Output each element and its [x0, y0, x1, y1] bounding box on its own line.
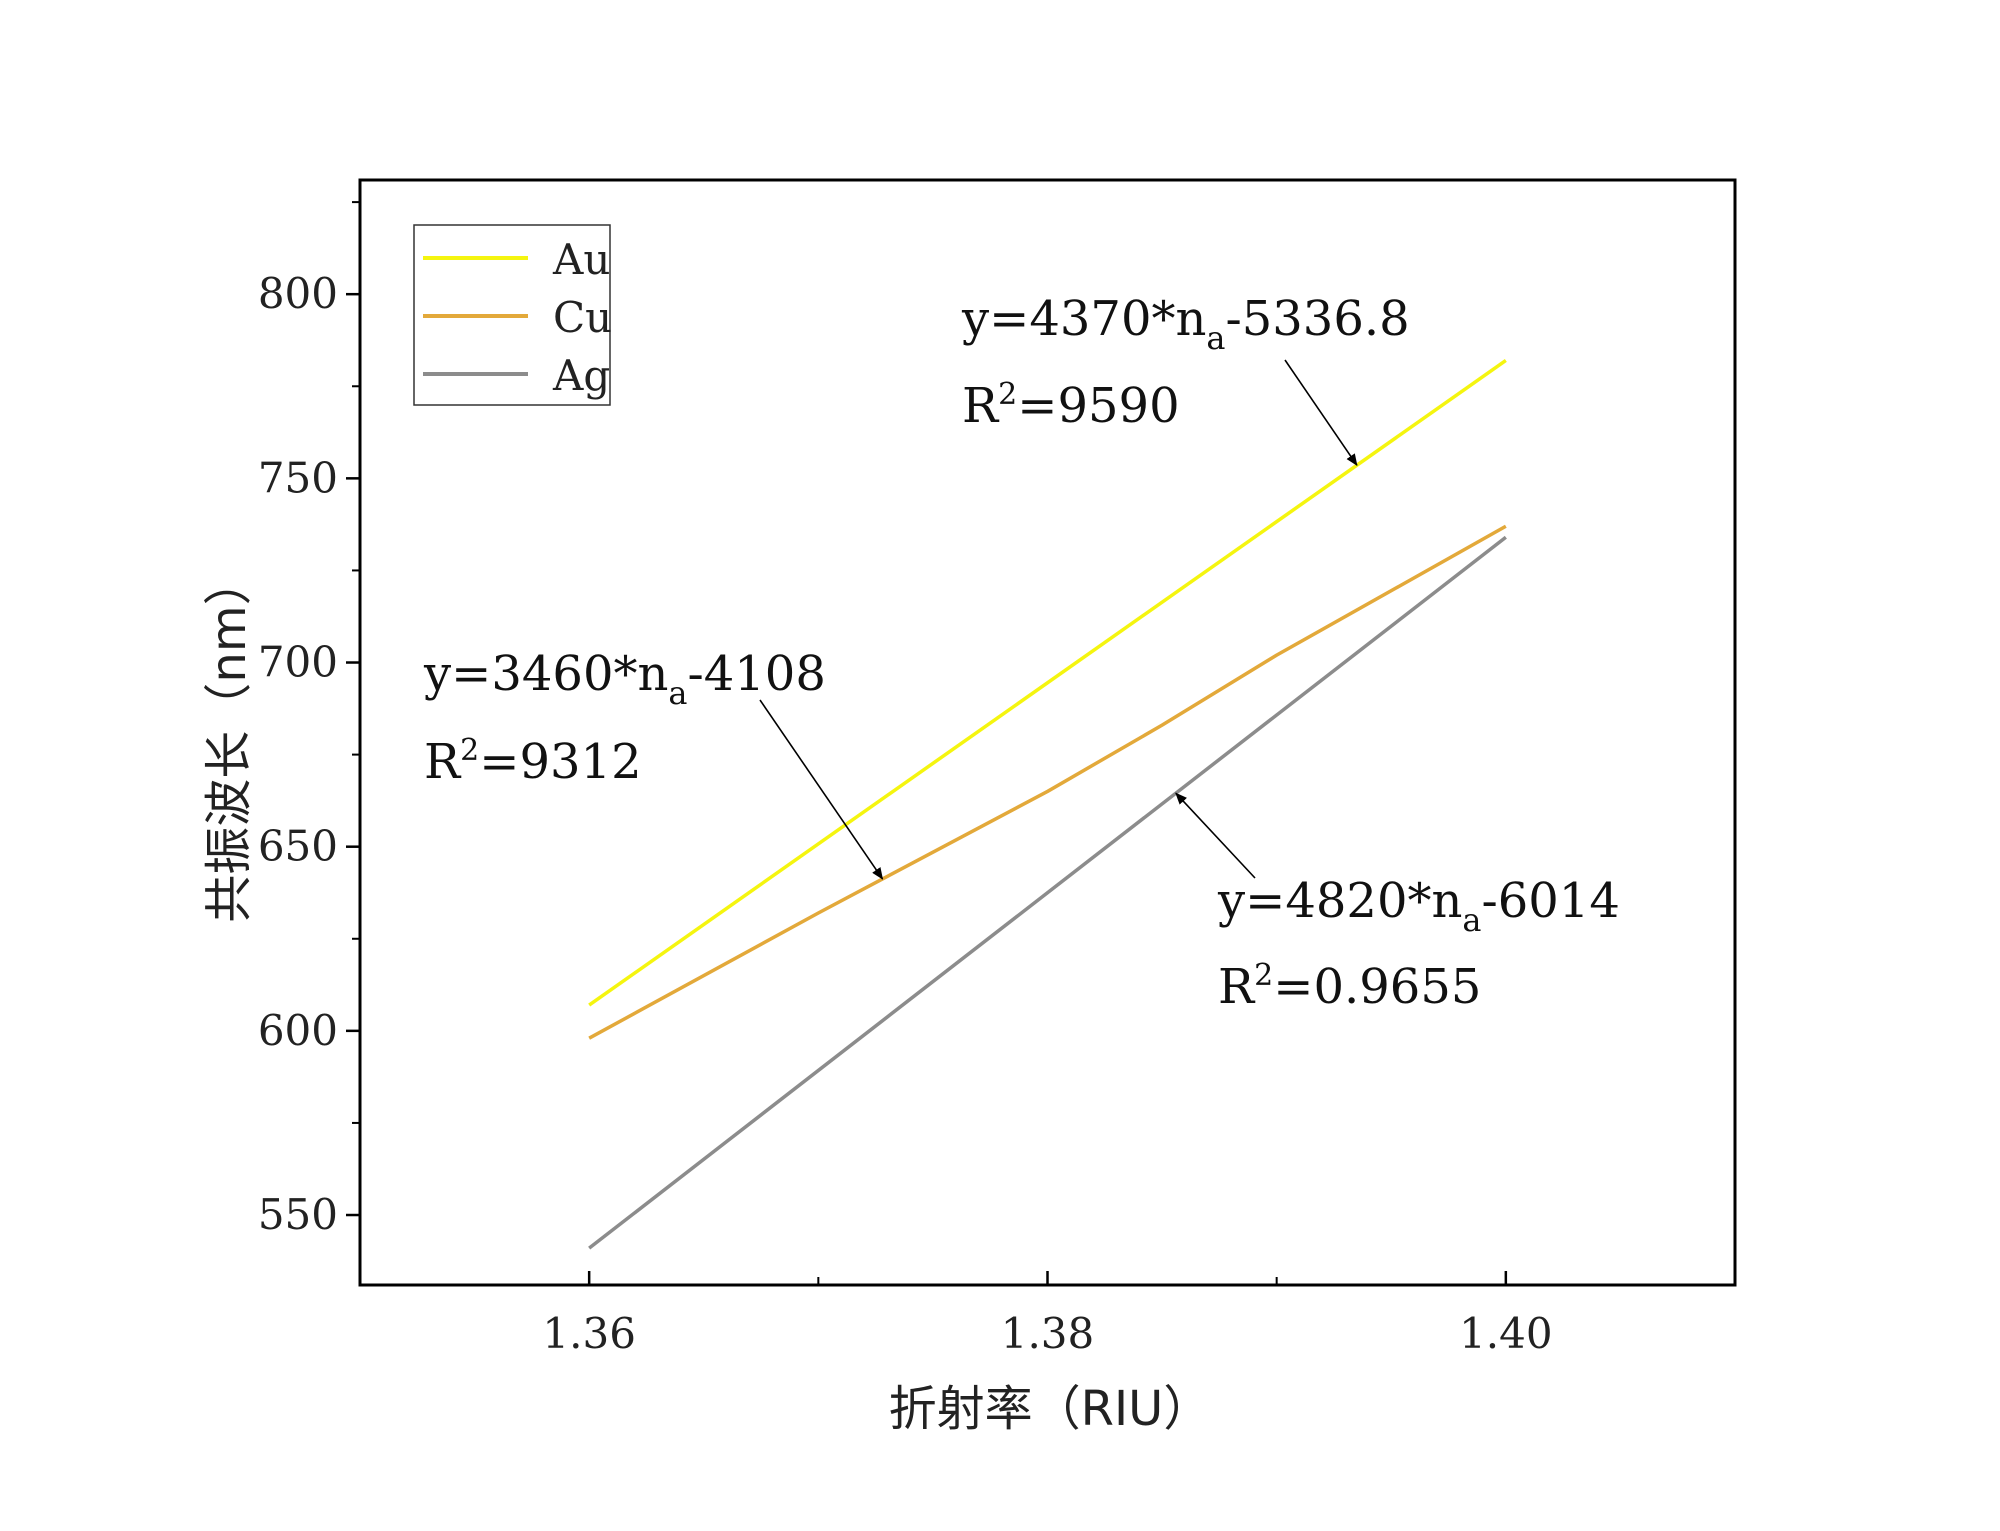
equation-cu-prefix: y=3460*n [423, 646, 668, 702]
equation-cu-subscript: a [668, 674, 687, 712]
y-tick-label-5: 800 [258, 269, 338, 318]
equation-au-subscript: a [1206, 319, 1225, 357]
series-line-ag [588, 535, 1507, 1250]
r2-cu-label: R [424, 734, 462, 790]
r2-cu-sup: 2 [460, 733, 479, 768]
x-tick-label-2: 1.40 [1459, 1309, 1553, 1358]
y-axis-ticks: 550 600 650 700 750 800 [258, 201, 360, 1239]
equation-au-suffix: -5336.8 [1225, 291, 1409, 347]
arrow-cu [759, 699, 884, 880]
legend-label-au: Au [552, 235, 610, 284]
equation-cu: y=3460*na-4108 [423, 646, 826, 712]
x-axis-title: 折射率（RIU） [889, 1381, 1212, 1437]
legend-label-ag: Ag [552, 351, 610, 400]
x-tick-label-1: 1.38 [1001, 1309, 1095, 1358]
equation-cu-suffix: -4108 [687, 646, 825, 702]
r2-au-value: =9590 [1017, 378, 1179, 434]
y-tick-label-0: 550 [258, 1190, 338, 1239]
x-axis-ticks: 1.36 1.38 1.40 [542, 1271, 1553, 1358]
series-line-au [588, 359, 1507, 1007]
r2-cu: R2=9312 [424, 733, 642, 790]
equation-ag: y=4820*na-6014 [1217, 873, 1620, 939]
equation-au: y=4370*na-5336.8 [961, 291, 1410, 357]
annotation-au: y=4370*na-5336.8 R2=9590 [961, 291, 1410, 434]
series-line-cu [588, 524, 1507, 1040]
r2-ag-label: R [1218, 959, 1256, 1015]
x-tick-label-0: 1.36 [542, 1309, 636, 1358]
y-tick-label-1: 600 [258, 1006, 338, 1055]
r2-au: R2=9590 [962, 377, 1180, 434]
equation-ag-subscript: a [1462, 901, 1481, 939]
legend: Au Cu Ag [413, 224, 612, 406]
r2-ag-sup: 2 [1254, 958, 1273, 993]
annotation-layer [759, 359, 1358, 880]
series-layer [588, 359, 1507, 1250]
r2-ag-value: =0.9655 [1273, 959, 1481, 1015]
legend-label-cu: Cu [553, 293, 612, 342]
equation-ag-suffix: -6014 [1481, 873, 1619, 929]
arrow-ag [1175, 792, 1256, 879]
equation-au-prefix: y=4370*n [961, 291, 1206, 347]
y-tick-label-3: 700 [258, 638, 338, 687]
y-tick-label-2: 650 [258, 822, 338, 871]
annotation-ag: y=4820*na-6014 R2=0.9655 [1217, 873, 1620, 1015]
r2-ag: R2=0.9655 [1218, 958, 1481, 1015]
annotation-cu: y=3460*na-4108 R2=9312 [423, 646, 826, 790]
y-axis-title: 共振波长（nm） [201, 557, 257, 922]
r2-cu-value: =9312 [479, 734, 641, 790]
arrow-au [1284, 359, 1358, 467]
equation-ag-prefix: y=4820*n [1217, 873, 1462, 929]
y-tick-label-4: 750 [258, 453, 338, 502]
r2-au-sup: 2 [998, 377, 1017, 412]
r2-au-label: R [962, 378, 1000, 434]
